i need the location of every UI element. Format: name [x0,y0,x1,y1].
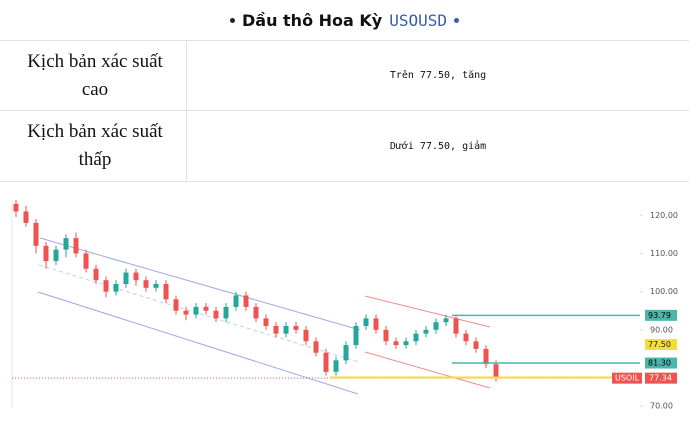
candle-body [413,333,419,342]
candle-body [163,284,169,300]
y-tick-label: 70.00 [650,402,673,411]
candle-body [323,352,329,372]
candle-body [203,306,209,311]
symbol-label: USOIL [615,374,640,383]
candle-body [233,295,239,307]
candle-body [373,318,379,330]
title: Dầu thô Hoa Kỳ [241,10,383,30]
channel-line [39,237,361,331]
price-tag [645,372,677,384]
candle-body [423,329,429,334]
candle-body [43,245,49,262]
candle-body [253,306,259,319]
candle-body [223,306,229,319]
candle-body [353,326,359,346]
candle-body [333,360,339,372]
candle-body [173,299,179,311]
level-tag [645,357,677,369]
candle-body [293,326,299,330]
candle-body [343,345,349,361]
candle-body [443,318,449,323]
y-tick-label: 120.00 [650,211,678,220]
candle-body [183,310,189,315]
channel-line [364,295,491,328]
row: Kịch bản xác suất thấp Dưới 77.50, giảm [0,110,689,182]
candle-body [73,238,79,254]
candle-body [63,238,69,250]
candle-body [113,284,119,292]
chart-panel [10,195,689,411]
channel-line [37,291,359,395]
candle-body [273,326,279,334]
scenario-table: Kịch bản xác suất cao Trên 77.50, tăng K… [0,40,689,182]
level-label: 81.30 [648,359,671,368]
y-tick-label: 100.00 [650,287,678,296]
candle-body [463,333,469,342]
candle-body [213,310,219,319]
candle-body [483,348,489,365]
bullet [454,17,459,23]
candle-body [153,284,159,288]
candle-body [33,222,39,246]
scenario: Kịch bản xác suất thấp [0,110,187,182]
level-tag [645,309,677,321]
y-tick-label: 110.00 [650,249,678,258]
channel-line [364,351,491,389]
bullet [229,17,235,23]
candle-body [473,341,479,349]
candle-body [283,326,289,334]
candle-body [363,318,369,326]
y-tick-label: 90.00 [650,325,673,334]
level-label: 77.50 [648,340,671,349]
level-tag [645,339,677,351]
candle-body [143,280,149,288]
candle-body [193,306,199,315]
header: Dầu thô Hoa Kỳ USOUSD [0,0,689,40]
condition: Dưới 77.50, giảm [186,110,689,182]
symbol-tag [612,372,642,384]
row: Kịch bản xác suất cao Trên 77.50, tăng [0,40,689,111]
candle-body [103,280,109,292]
candle-body [453,318,459,334]
candle-body [133,272,139,281]
candle-body [263,318,269,326]
candle-body [493,364,499,379]
scenario: Kịch bản xác suất cao [0,40,187,111]
candle-body [53,249,59,262]
symbol: USOUSD [389,10,447,30]
candle-body [313,341,319,353]
level-label: 93.79 [648,311,671,320]
candle-body [83,253,89,269]
candle-body [93,268,99,281]
candle-body [23,211,29,223]
candle-body [383,329,389,342]
chart: 70.00 90.00 100.00 110.00 120.00 93.79 81.30 77… [10,195,689,411]
candle-body [243,295,249,307]
candle-body [123,272,129,284]
candle-body [13,203,19,212]
candle-body [433,322,439,330]
candle-body [393,341,399,346]
candle-body [403,341,409,346]
condition: Trên 77.50, tăng [186,40,689,111]
price-label: 77.34 [649,374,672,383]
candle-body [303,329,309,342]
